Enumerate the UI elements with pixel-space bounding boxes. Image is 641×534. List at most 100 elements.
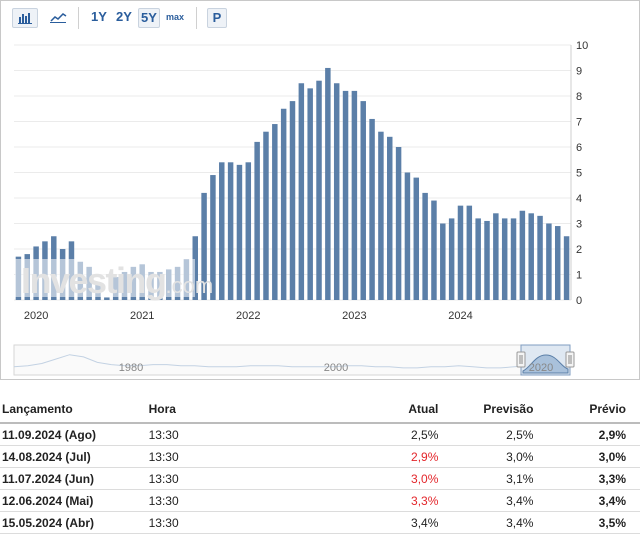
- bar[interactable]: [219, 162, 225, 300]
- navigator-line: [13, 354, 570, 369]
- cell-forecast: 2,5%: [440, 423, 534, 446]
- header-forecast: Previsão: [440, 396, 534, 424]
- bar[interactable]: [210, 175, 216, 300]
- bar[interactable]: [537, 215, 543, 300]
- header-actual: Atual: [245, 396, 441, 424]
- cell-actual: 3,3%: [245, 489, 441, 512]
- bar[interactable]: [440, 223, 446, 301]
- navigator-handle[interactable]: [565, 351, 575, 368]
- table-row: 11.07.2024 (Jun) 13:30 3,0% 3,1% 3,3%: [0, 467, 640, 490]
- cell-date: 12.06.2024 (Mai): [0, 489, 149, 512]
- range-max-button[interactable]: max: [165, 12, 184, 22]
- bar[interactable]: [333, 83, 340, 300]
- navigator-handle[interactable]: [516, 351, 526, 368]
- cell-previous: 3,0%: [533, 445, 640, 468]
- bar[interactable]: [395, 147, 402, 300]
- cell-date: 11.09.2024 (Ago): [0, 423, 149, 446]
- y-tick-label: 5: [576, 168, 582, 180]
- bar[interactable]: [457, 205, 464, 300]
- bar[interactable]: [493, 213, 499, 300]
- bar[interactable]: [325, 67, 331, 300]
- cell-actual: 2,5%: [245, 423, 441, 446]
- bar[interactable]: [448, 218, 455, 300]
- bar[interactable]: [369, 118, 375, 300]
- bar[interactable]: [298, 83, 305, 300]
- bar[interactable]: [546, 223, 552, 301]
- y-tick-label: 0: [576, 295, 582, 307]
- bar[interactable]: [431, 200, 437, 300]
- cell-previous: 3,4%: [533, 489, 640, 512]
- table-row: 14.08.2024 (Jul) 13:30 2,9% 3,0% 3,0%: [0, 445, 640, 468]
- x-tick-label: 2022: [236, 310, 260, 322]
- y-tick-label: 2: [576, 244, 582, 256]
- navigator-label: 1980: [119, 362, 143, 374]
- bar[interactable]: [272, 124, 278, 300]
- line-chart-button[interactable]: [45, 8, 71, 28]
- range-2y-button[interactable]: 2Y: [116, 9, 132, 24]
- range-1y-button[interactable]: 1Y: [91, 9, 107, 24]
- y-tick-label: 1: [576, 270, 582, 282]
- navigator-label: 2000: [324, 362, 348, 374]
- x-tick-label: 2024: [448, 310, 472, 322]
- cell-time: 13:30: [148, 489, 246, 512]
- x-tick-label: 2023: [342, 310, 366, 322]
- table-row: 12.06.2024 (Mai) 13:30 3,3% 3,4% 3,4%: [0, 489, 640, 512]
- bar[interactable]: [254, 141, 260, 300]
- cell-forecast: 3,0%: [440, 445, 534, 468]
- cell-date: 15.05.2024 (Abr): [0, 511, 149, 534]
- bar[interactable]: [510, 218, 517, 300]
- p-button[interactable]: P: [207, 8, 227, 28]
- y-tick-label: 4: [576, 193, 582, 205]
- toolbar-separator: [78, 7, 79, 29]
- bar[interactable]: [413, 177, 420, 300]
- bar-chart-icon: [18, 13, 32, 24]
- bar[interactable]: [201, 192, 207, 300]
- toolbar-separator: [196, 7, 197, 29]
- bar[interactable]: [475, 218, 481, 300]
- header-previous: Prévio: [533, 396, 640, 424]
- bar[interactable]: [554, 226, 561, 300]
- bar[interactable]: [227, 162, 234, 300]
- bar[interactable]: [528, 213, 534, 300]
- svg-text:Investing.com: Investing.com: [21, 260, 213, 301]
- range-navigator[interactable]: 1980 2000 2020: [1, 1, 641, 381]
- bar[interactable]: [307, 88, 313, 300]
- header-time: Hora: [148, 396, 246, 424]
- bar[interactable]: [387, 136, 393, 300]
- bar-chart-button[interactable]: [12, 8, 38, 28]
- bar[interactable]: [563, 236, 570, 300]
- chart-toolbar: 1Y 2Y 5Y max P: [1, 1, 639, 35]
- bar[interactable]: [280, 108, 287, 300]
- bar[interactable]: [466, 205, 473, 300]
- bar[interactable]: [245, 162, 252, 300]
- bar[interactable]: [236, 164, 243, 300]
- cell-actual: 2,9%: [245, 445, 441, 468]
- bar[interactable]: [104, 297, 110, 300]
- bar[interactable]: [351, 90, 358, 301]
- y-tick-label: 6: [576, 142, 582, 154]
- bar[interactable]: [360, 101, 366, 300]
- bar[interactable]: [316, 80, 322, 300]
- bar[interactable]: [422, 192, 428, 300]
- x-tick-label: 2020: [24, 310, 48, 322]
- bar[interactable]: [263, 131, 269, 300]
- cell-forecast: 3,4%: [440, 489, 534, 512]
- bar[interactable]: [501, 218, 508, 300]
- bar[interactable]: [519, 210, 526, 300]
- line-chart-icon: [50, 13, 67, 23]
- cell-date: 11.07.2024 (Jun): [0, 467, 149, 490]
- y-tick-label: 7: [576, 117, 582, 129]
- releases-table: Lançamento Hora Atual Previsão Prévio 11…: [0, 396, 640, 534]
- bar[interactable]: [342, 90, 349, 301]
- bar[interactable]: [192, 236, 198, 300]
- y-tick-label: 3: [576, 219, 582, 231]
- bar[interactable]: [378, 131, 384, 300]
- cell-time: 13:30: [148, 467, 246, 490]
- bar[interactable]: [484, 220, 490, 300]
- cell-time: 13:30: [148, 445, 246, 468]
- range-5y-button[interactable]: 5Y: [138, 8, 160, 28]
- bar[interactable]: [404, 172, 411, 301]
- bar[interactable]: [289, 101, 296, 300]
- y-tick-label: 9: [576, 66, 582, 78]
- y-tick-label: 8: [576, 91, 582, 103]
